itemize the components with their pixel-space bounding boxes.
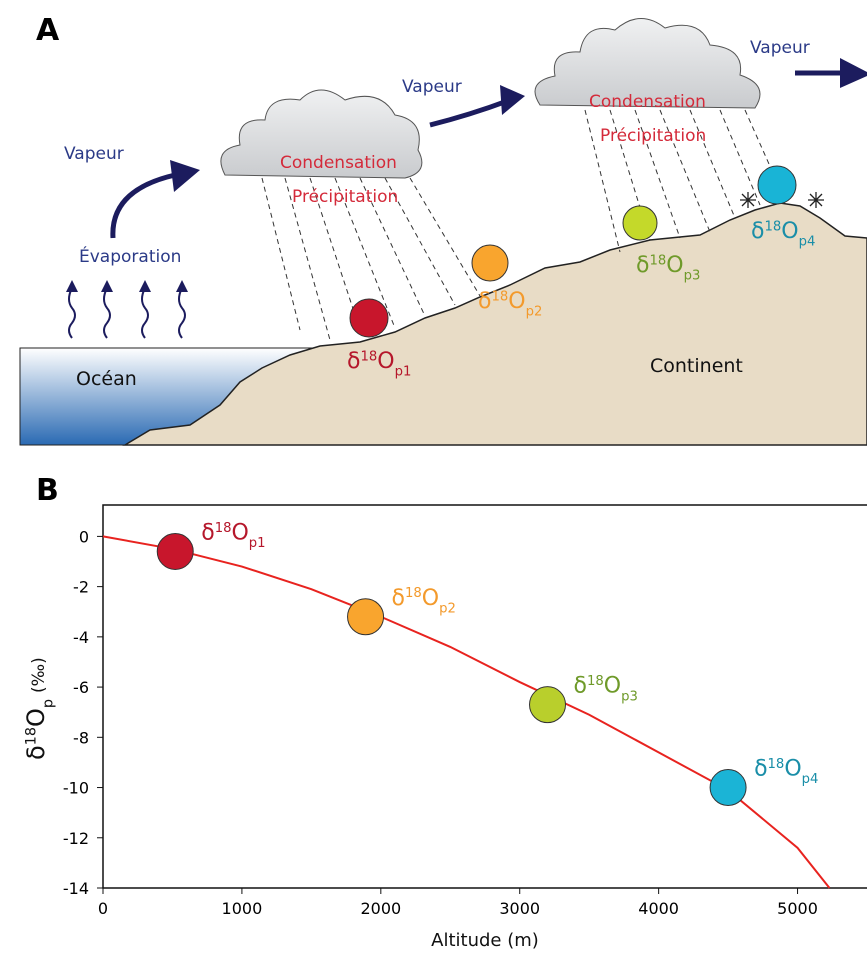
label-sup: 18 bbox=[491, 289, 508, 304]
y-tick-label: -4 bbox=[73, 628, 89, 647]
label-sup: 18 bbox=[215, 521, 232, 536]
label-part: δ bbox=[574, 674, 587, 699]
label-sub: p2 bbox=[439, 601, 456, 616]
evaporation-heads bbox=[66, 280, 188, 292]
y-tick-label: -14 bbox=[63, 879, 89, 898]
precipitation-label: Précipitation bbox=[600, 126, 706, 146]
axis-frame bbox=[102, 504, 867, 889]
x-tick-label: 0 bbox=[98, 899, 108, 918]
vapour-label: Vapeur bbox=[64, 144, 124, 164]
label-part: O bbox=[377, 349, 394, 374]
label-part: O bbox=[508, 289, 525, 314]
label-sup: 18 bbox=[360, 349, 377, 364]
label-sup: 18 bbox=[649, 253, 666, 268]
x-tick-label: 4000 bbox=[638, 899, 679, 918]
label-part: O bbox=[781, 219, 798, 244]
x-tick-label: 3000 bbox=[499, 899, 540, 918]
panel-label: B bbox=[36, 473, 59, 508]
x-axis-label: Altitude (m) bbox=[431, 930, 539, 951]
precipitation-label: Précipitation bbox=[292, 187, 398, 207]
label-part: O bbox=[231, 520, 248, 545]
isotope-label: δ18Op (‰) bbox=[22, 657, 56, 760]
vapour-label: Vapeur bbox=[402, 77, 462, 97]
ocean-label: Océan bbox=[76, 368, 137, 390]
label-unit: (‰) bbox=[28, 657, 48, 693]
cloud bbox=[534, 18, 761, 109]
data-point bbox=[529, 686, 567, 724]
y-tick-label: -2 bbox=[73, 578, 89, 597]
label-part: O bbox=[604, 674, 621, 699]
label-part: O bbox=[422, 586, 439, 611]
label-sub: p2 bbox=[526, 305, 543, 320]
condensation-label: Condensation bbox=[589, 92, 706, 112]
isotope-label: δ18Op2 bbox=[392, 586, 456, 617]
label-sup: 18 bbox=[768, 757, 785, 772]
label-sub: p4 bbox=[802, 772, 819, 787]
isotope-label: δ18Op3 bbox=[636, 253, 700, 284]
label-sub: p1 bbox=[249, 536, 266, 551]
label-sub: p bbox=[40, 699, 56, 708]
continent-shape bbox=[122, 202, 867, 446]
isotope-label: δ18Op4 bbox=[754, 757, 818, 788]
y-tick-label: -12 bbox=[63, 829, 89, 848]
y-tick-label: -10 bbox=[63, 779, 89, 798]
label-sub: p3 bbox=[621, 689, 638, 704]
y-tick-label: 0 bbox=[79, 527, 89, 546]
trend-curve bbox=[102, 535, 831, 889]
label-part: δ bbox=[478, 289, 491, 314]
isotope-label: δ18Op1 bbox=[347, 349, 411, 380]
sample-dots bbox=[349, 165, 797, 338]
label-sub: p4 bbox=[799, 235, 816, 250]
vapour-label: Vapeur bbox=[750, 38, 810, 58]
arrow-heads bbox=[170, 58, 867, 192]
x-tick-label: 1000 bbox=[222, 899, 263, 918]
label-sup: 18 bbox=[587, 674, 604, 689]
continent-label: Continent bbox=[650, 355, 743, 377]
label-part: δ bbox=[22, 745, 50, 760]
data-point bbox=[709, 769, 747, 807]
x-tick-label: 5000 bbox=[777, 899, 818, 918]
y-tick-label: -8 bbox=[73, 728, 89, 747]
evaporation-label: Évaporation bbox=[79, 245, 181, 267]
label-sub: p3 bbox=[684, 269, 701, 284]
cloud bbox=[220, 89, 423, 179]
label-part: δ bbox=[392, 586, 405, 611]
label-sup: 18 bbox=[405, 586, 422, 601]
label-part: δ bbox=[636, 253, 649, 278]
label-part: δ bbox=[201, 520, 214, 545]
evaporation-arrows bbox=[68, 287, 186, 339]
label-part: O bbox=[784, 757, 801, 782]
panel-label: A bbox=[36, 13, 60, 48]
isotope-label: δ18Op2 bbox=[478, 289, 542, 320]
snow bbox=[740, 192, 824, 208]
data-point bbox=[156, 532, 194, 570]
label-part: δ bbox=[347, 349, 360, 374]
label-sup: 18 bbox=[764, 219, 781, 234]
isotope-label: δ18Op4 bbox=[751, 219, 815, 250]
label-part: δ bbox=[754, 757, 767, 782]
isotope-label: δ18Op3 bbox=[574, 674, 638, 705]
label-part: δ bbox=[751, 219, 764, 244]
x-tick-label: 2000 bbox=[360, 899, 401, 918]
label-part: O bbox=[666, 253, 683, 278]
condensation-label: Condensation bbox=[280, 153, 397, 173]
label-sub: p1 bbox=[395, 365, 412, 380]
data-point bbox=[347, 598, 385, 636]
y-tick-label: -6 bbox=[73, 678, 89, 697]
label-sup: 18 bbox=[24, 727, 40, 745]
isotope-label: δ18Op1 bbox=[201, 520, 265, 551]
label-part: O bbox=[22, 708, 50, 727]
